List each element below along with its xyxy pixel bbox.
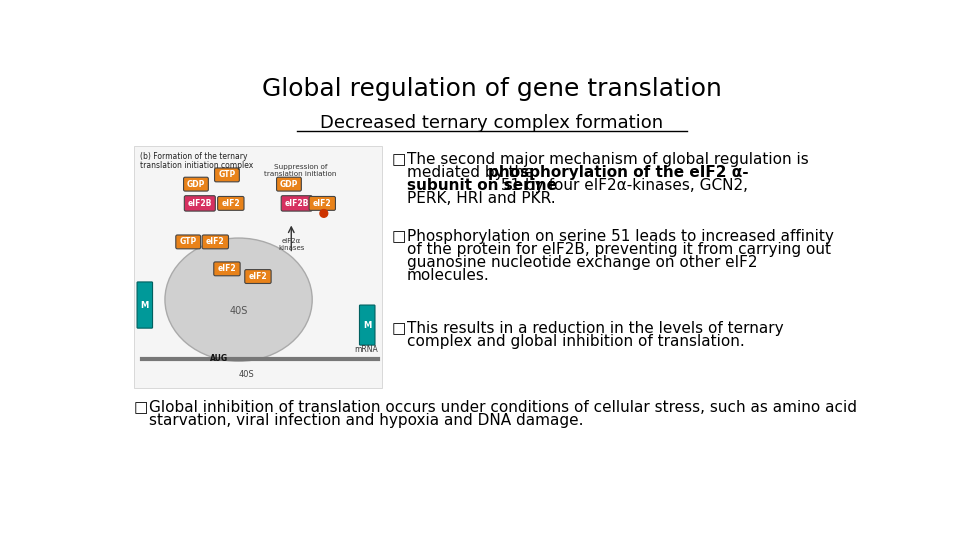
- Text: guanosine nucleotide exchange on other eIF2: guanosine nucleotide exchange on other e…: [407, 255, 757, 270]
- Text: eIF2B: eIF2B: [187, 199, 212, 208]
- FancyBboxPatch shape: [309, 197, 335, 211]
- Text: eIF2: eIF2: [218, 265, 236, 273]
- FancyBboxPatch shape: [184, 195, 215, 211]
- Text: This results in a reduction in the levels of ternary: This results in a reduction in the level…: [407, 321, 783, 336]
- Text: M: M: [363, 321, 372, 329]
- Text: molecules.: molecules.: [407, 268, 490, 283]
- Text: PERK, HRI and PKR.: PERK, HRI and PKR.: [407, 191, 556, 206]
- Text: 51 by four eIF2α-kinases, GCN2,: 51 by four eIF2α-kinases, GCN2,: [496, 178, 748, 193]
- Text: P: P: [322, 211, 326, 216]
- FancyBboxPatch shape: [183, 177, 208, 191]
- Text: mRNA: mRNA: [354, 345, 378, 354]
- Text: 40S: 40S: [238, 370, 254, 379]
- Text: GDP: GDP: [279, 180, 299, 188]
- Text: eIF2B: eIF2B: [284, 199, 309, 208]
- Text: Global regulation of gene translation: Global regulation of gene translation: [262, 77, 722, 102]
- FancyBboxPatch shape: [137, 282, 153, 328]
- Text: GTP: GTP: [180, 238, 197, 246]
- FancyBboxPatch shape: [245, 269, 271, 284]
- FancyBboxPatch shape: [176, 235, 201, 249]
- FancyBboxPatch shape: [359, 305, 375, 345]
- Circle shape: [320, 210, 327, 217]
- Text: □: □: [392, 321, 406, 336]
- Text: starvation, viral infection and hypoxia and DNA damage.: starvation, viral infection and hypoxia …: [150, 413, 584, 428]
- Text: translation initiation complex: translation initiation complex: [140, 161, 253, 170]
- Text: □: □: [392, 152, 406, 167]
- Text: eIF2: eIF2: [206, 238, 225, 246]
- Text: 40S: 40S: [229, 306, 248, 316]
- Text: □: □: [392, 229, 406, 244]
- Text: GDP: GDP: [187, 180, 205, 188]
- FancyBboxPatch shape: [214, 168, 239, 182]
- Text: Phosphorylation on serine 51 leads to increased affinity: Phosphorylation on serine 51 leads to in…: [407, 229, 833, 244]
- Text: Suppression of
translation initiation: Suppression of translation initiation: [264, 164, 337, 177]
- Text: eIF2: eIF2: [222, 199, 240, 208]
- Text: GTP: GTP: [218, 171, 235, 179]
- Text: eIF2α
kinases: eIF2α kinases: [278, 238, 304, 251]
- Text: M: M: [141, 301, 149, 309]
- Text: The second major mechanism of global regulation is: The second major mechanism of global reg…: [407, 152, 808, 167]
- Text: Decreased ternary complex formation: Decreased ternary complex formation: [321, 113, 663, 132]
- Text: □: □: [134, 400, 149, 415]
- FancyBboxPatch shape: [281, 195, 312, 211]
- FancyBboxPatch shape: [203, 235, 228, 249]
- FancyBboxPatch shape: [276, 177, 301, 191]
- Ellipse shape: [165, 238, 312, 361]
- Text: eIF2: eIF2: [313, 199, 331, 208]
- Text: subunit on serine: subunit on serine: [407, 178, 557, 193]
- Text: mediated by the: mediated by the: [407, 165, 539, 180]
- FancyBboxPatch shape: [218, 197, 244, 211]
- Text: AUG: AUG: [210, 354, 228, 363]
- Text: (b) Formation of the ternary: (b) Formation of the ternary: [140, 152, 248, 161]
- Text: of the protein for eIF2B, preventing it from carrying out: of the protein for eIF2B, preventing it …: [407, 242, 830, 257]
- Text: eIF2: eIF2: [249, 272, 267, 281]
- FancyBboxPatch shape: [134, 146, 382, 388]
- Text: Global inhibition of translation occurs under conditions of cellular stress, suc: Global inhibition of translation occurs …: [150, 400, 857, 415]
- Text: phosphorylation of the eIF2 α-: phosphorylation of the eIF2 α-: [488, 165, 749, 180]
- Text: complex and global inhibition of translation.: complex and global inhibition of transla…: [407, 334, 745, 349]
- FancyBboxPatch shape: [214, 262, 240, 276]
